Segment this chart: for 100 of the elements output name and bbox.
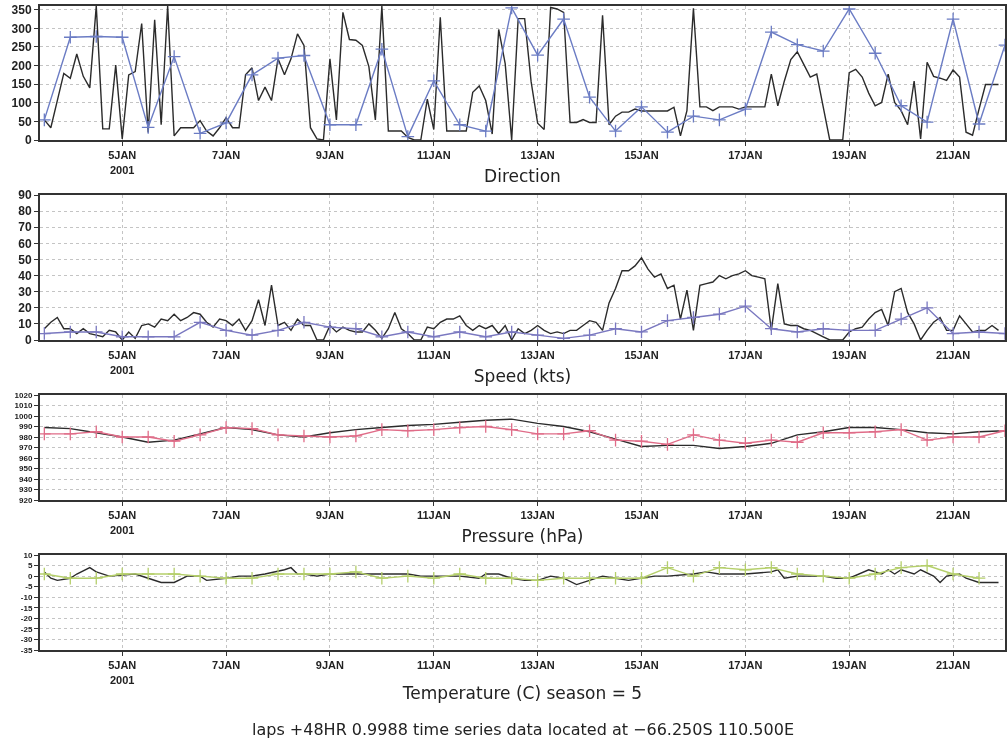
x-tick-label: 21JAN	[935, 659, 971, 672]
point	[374, 422, 389, 437]
point	[530, 48, 545, 63]
x-tick-label: 19JAN	[832, 349, 867, 362]
x-tick-label: 9JAN	[315, 149, 345, 162]
x-tick-label: 11JAN	[416, 659, 451, 672]
point	[245, 67, 259, 82]
y-tick-label: 1010	[14, 401, 33, 411]
y-tick-label: -20	[20, 614, 33, 624]
point	[816, 425, 831, 440]
point	[712, 112, 727, 127]
x-tick-label: 21JAN	[935, 509, 971, 522]
point	[245, 421, 259, 436]
point	[478, 419, 493, 434]
point	[686, 427, 701, 442]
y-tick-label: -15	[20, 603, 33, 613]
y-tick-label: 300	[11, 21, 32, 36]
point	[816, 569, 831, 584]
x-axis-title: Pressure (hPa)	[461, 526, 584, 546]
x-tick-label: 13JAN	[520, 349, 555, 362]
y-tick-label: 950	[19, 464, 33, 474]
x-tick-label: 7JAN	[212, 349, 241, 362]
point	[972, 430, 986, 444]
point	[790, 37, 805, 52]
point	[115, 567, 130, 581]
point	[816, 44, 831, 58]
point	[946, 567, 961, 581]
point	[530, 573, 545, 588]
y-tick-label: -30	[20, 635, 33, 645]
point	[348, 429, 363, 443]
point	[115, 30, 130, 45]
point	[141, 120, 156, 135]
x-tick-label: 5JAN 2001	[108, 659, 137, 686]
x-tick-label: 5JAN 2001	[108, 349, 137, 376]
point	[167, 434, 182, 449]
x-tick-label: 7JAN	[212, 659, 241, 672]
point	[946, 430, 961, 444]
point	[634, 99, 649, 114]
y-tick-label: 60	[18, 236, 32, 251]
point	[271, 51, 285, 66]
point	[738, 562, 753, 577]
x-tick-label: 15JAN	[624, 509, 659, 522]
point	[89, 29, 104, 44]
x-tick-label: 13JAN	[520, 659, 555, 672]
point	[271, 427, 285, 442]
y-tick-label: 940	[19, 474, 33, 484]
x-tick-label: 13JAN	[520, 149, 555, 162]
point	[167, 49, 182, 64]
point	[738, 102, 753, 117]
y-tick-label: -25	[20, 624, 33, 634]
y-tick-label: 150	[11, 77, 32, 92]
point	[868, 46, 883, 61]
point	[920, 115, 935, 130]
point	[63, 30, 78, 45]
x-tick-label: 9JAN	[315, 509, 345, 522]
y-tick-label: 10	[18, 317, 32, 332]
y-tick-label: 920	[19, 495, 33, 505]
point	[556, 426, 571, 441]
x-tick-label: 17JAN	[728, 149, 763, 162]
y-tick-label: 1020	[14, 390, 33, 400]
point	[374, 571, 389, 586]
point	[478, 571, 493, 586]
y-tick-label: 1000	[14, 411, 33, 421]
point	[478, 124, 493, 139]
point	[660, 437, 675, 452]
point	[868, 424, 883, 439]
point	[193, 569, 208, 584]
x-tick-label: 17JAN	[728, 509, 763, 522]
point	[894, 98, 909, 113]
point	[712, 560, 727, 575]
y-tick-label: 80	[18, 204, 32, 219]
y-tick-label: 50	[18, 252, 32, 267]
line-series	[43, 566, 1000, 586]
point	[193, 427, 208, 442]
x-tick-label: 15JAN	[624, 659, 659, 672]
x-tick-label: 19JAN	[832, 509, 867, 522]
point	[868, 567, 883, 581]
point	[946, 12, 961, 26]
point	[790, 435, 805, 450]
point	[972, 571, 986, 586]
point	[426, 73, 441, 88]
point	[452, 420, 467, 435]
point	[738, 436, 753, 451]
point	[297, 567, 311, 581]
point	[322, 430, 337, 444]
y-tick-label: 0	[24, 133, 32, 148]
point	[89, 424, 104, 439]
y-tick-label: -10	[20, 593, 33, 603]
x-tick-label: 19JAN	[832, 659, 867, 672]
point	[297, 429, 311, 443]
point	[686, 109, 701, 124]
point	[63, 426, 78, 441]
x-tick-label: 21JAN	[935, 349, 971, 362]
x-tick-label: 5JAN 2001	[108, 509, 137, 536]
point	[452, 117, 467, 132]
text: laps +48HR 0.9988 time series data located at −66.250S 110.500E	[252, 720, 794, 739]
y-tick-label: 100	[11, 95, 32, 110]
y-tick-label: 40	[18, 268, 32, 283]
point	[426, 422, 441, 437]
point	[608, 571, 623, 586]
